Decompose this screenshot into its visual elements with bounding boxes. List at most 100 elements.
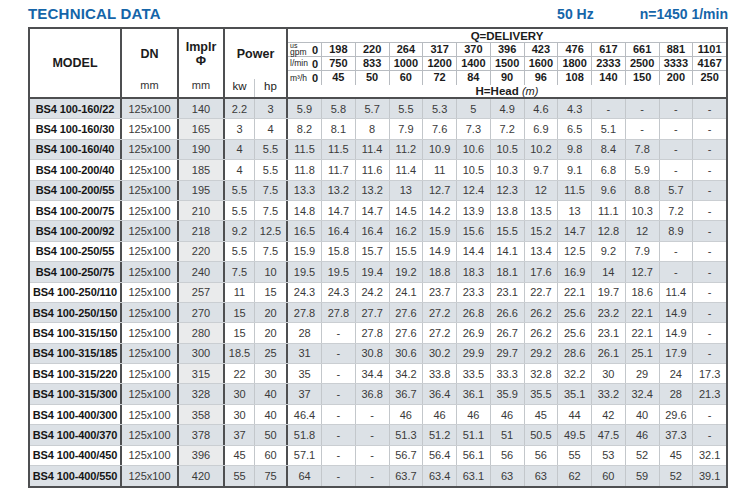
- hp-cell: 3: [255, 99, 288, 118]
- delivery-value: 1200: [423, 57, 457, 70]
- impeller-cell: 420: [179, 466, 225, 486]
- impeller-cell: 218: [179, 221, 225, 240]
- head-value-cell: 26.2: [525, 323, 559, 342]
- head-value-cell: 51: [491, 425, 525, 444]
- head-value-cell: 57.1: [288, 446, 322, 465]
- delivery-value: 90: [491, 71, 525, 85]
- head-value-cell: 16.9: [558, 262, 592, 281]
- delivery-value: 96: [525, 71, 559, 85]
- head-value-cell: 30: [592, 364, 626, 383]
- delivery-value: 72: [423, 71, 457, 85]
- kw-cell: 4: [225, 160, 255, 179]
- table-row: BS4 100-200/55 125x100 195 5.5 7.5 13.31…: [30, 181, 726, 201]
- model-cell: BS4 100-250/110: [30, 283, 122, 302]
- table-row: BS4 100-200/92 125x100 218 9.2 12.5 16.5…: [30, 221, 726, 241]
- head-value-cell: -: [693, 221, 726, 240]
- head-value-cell: 56: [491, 446, 525, 465]
- delivery-value: 220: [356, 43, 390, 56]
- model-cell: BS4 100-160/30: [30, 119, 122, 138]
- table-row: BS4 100-200/40 125x100 185 4 5.5 11.811.…: [30, 160, 726, 180]
- hp-cell: 60: [255, 446, 288, 465]
- kw-cell: 5.5: [225, 181, 255, 200]
- model-cell: BS4 100-315/300: [30, 384, 122, 403]
- head-value-cell: 11.5: [558, 181, 592, 200]
- table-body: BS4 100-160/22 125x100 140 2.2 3 5.95.85…: [30, 99, 726, 486]
- hp-cell: 30: [255, 364, 288, 383]
- flow-unit-label-cell: l/min0: [288, 57, 322, 70]
- impeller-cell: 240: [179, 262, 225, 281]
- head-value-cell: 33.2: [592, 384, 626, 403]
- dn-cell: 125x100: [122, 160, 179, 179]
- head-value-cell: 14.5: [390, 201, 424, 220]
- flow-unit-label: usgpm: [290, 43, 307, 56]
- head-value-cell: 24.1: [390, 283, 424, 302]
- head-value-cell: -: [660, 242, 694, 261]
- table-row: BS4 100-160/22 125x100 140 2.2 3 5.95.85…: [30, 99, 726, 119]
- head-value-cell: 46: [390, 405, 424, 424]
- head-value-cell: 46: [626, 425, 660, 444]
- head-value-cell: 12.8: [592, 221, 626, 240]
- head-value-cell: -: [660, 140, 694, 159]
- head-value-cell: 19.7: [592, 283, 626, 302]
- head-value-cell: 7.2: [660, 201, 694, 220]
- head-value-cell: 8.9: [660, 221, 694, 240]
- table-row: BS4 100-250/150 125x100 270 15 20 27.827…: [30, 303, 726, 323]
- head-value-cell: 29.7: [491, 344, 525, 363]
- table-row: BS4 100-315/300 125x100 328 30 40 37-36.…: [30, 384, 726, 404]
- hp-cell: 20: [255, 303, 288, 322]
- head-value-cell: 27.8: [288, 303, 322, 322]
- head-value-cell: -: [660, 99, 694, 118]
- head-value-cell: 4.6: [525, 99, 559, 118]
- delivery-unit-row: m³/h045506072849096108140150200250: [288, 71, 726, 85]
- head-value-cell: 40: [626, 405, 660, 424]
- delivery-value: 108: [558, 71, 592, 85]
- head-value-cell: 34.4: [356, 364, 390, 383]
- impeller-cell: 378: [179, 425, 225, 444]
- head-value-cell: 44: [558, 405, 592, 424]
- head-value-cell: 56.1: [457, 446, 491, 465]
- head-value-cell: -: [592, 99, 626, 118]
- head-value-cell: 12.4: [457, 181, 491, 200]
- head-value-cell: 35.5: [525, 384, 559, 403]
- hp-cell: 7.5: [255, 181, 288, 200]
- dn-cell: 125x100: [122, 140, 179, 159]
- head-value-cell: 24: [660, 364, 694, 383]
- head-value-cell: 63: [525, 466, 559, 486]
- head-value-cell: 37.3: [660, 425, 694, 444]
- head-value-cell: 17.6: [525, 262, 559, 281]
- table-row: BS4 100-400/300 125x100 358 30 40 46.4--…: [30, 405, 726, 425]
- head-value-cell: 51.2: [423, 425, 457, 444]
- head-value-cell: 5.9: [626, 160, 660, 179]
- head-value-cell: 10.3: [491, 160, 525, 179]
- delivery-value: 198: [322, 43, 356, 56]
- head-value-cell: 14.4: [457, 242, 491, 261]
- head-value-cell: 11.5: [288, 140, 322, 159]
- head-value-cell: 6.8: [592, 160, 626, 179]
- head-value-cell: 26.2: [525, 303, 559, 322]
- table-row: BS4 100-400/370 125x100 378 37 50 51.8--…: [30, 425, 726, 445]
- delivery-value: 423: [525, 43, 559, 56]
- head-value-cell: 33.5: [457, 364, 491, 383]
- dn-cell: 125x100: [122, 323, 179, 342]
- head-value-cell: 36.8: [356, 384, 390, 403]
- head-value-cell: 32.8: [525, 364, 559, 383]
- head-value-cell: 15.7: [356, 242, 390, 261]
- head-value-cell: -: [626, 119, 660, 138]
- head-value-cell: 32.4: [626, 384, 660, 403]
- head-value-cell: -: [322, 425, 356, 444]
- impeller-cell: 328: [179, 384, 225, 403]
- head-value-cell: 11.8: [288, 160, 322, 179]
- frequency-label: 50 Hz: [557, 6, 594, 22]
- head-value-cell: 11.5: [322, 140, 356, 159]
- head-value-cell: 14.2: [423, 201, 457, 220]
- hp-cell: 7.5: [255, 201, 288, 220]
- head-value-cell: 11.4: [356, 140, 390, 159]
- impeller-cell: 270: [179, 303, 225, 322]
- table-row: BS4 100-200/75 125x100 210 5.5 7.5 14.81…: [30, 201, 726, 221]
- head-value-cell: 18.8: [423, 262, 457, 281]
- dn-cell: 125x100: [122, 262, 179, 281]
- delivery-value: 200: [660, 71, 694, 85]
- zero-flow-value: 0: [312, 44, 318, 56]
- head-value-cell: 9.8: [558, 140, 592, 159]
- head-value-cell: 52: [660, 466, 694, 486]
